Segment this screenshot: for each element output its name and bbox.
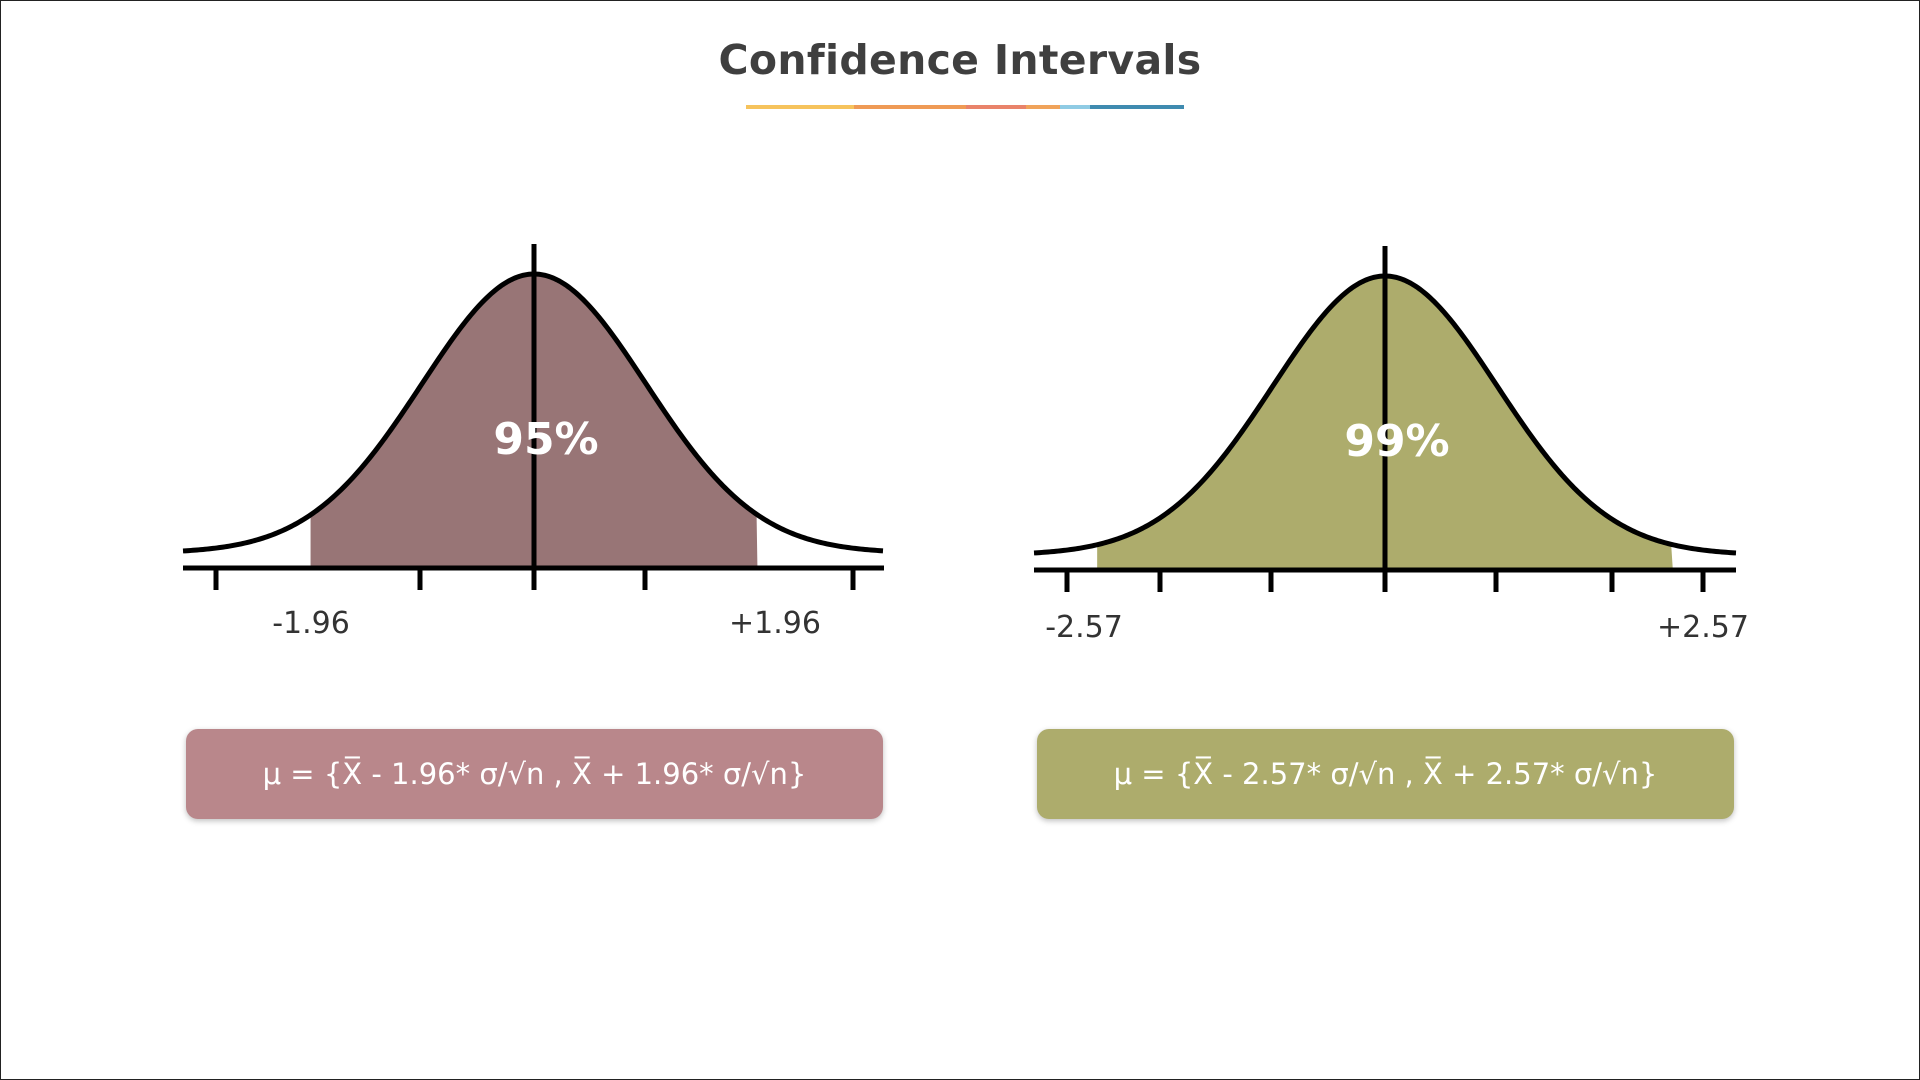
title-underline [746, 105, 1184, 109]
percent-label-95: 95% [493, 414, 598, 465]
upper-critical-label-left: +1.96 [729, 606, 821, 641]
formula-box-99: μ = {X̅ - 2.57* σ/√n , X̅ + 2.57* σ/√n} [1037, 729, 1734, 819]
underline-segment [854, 105, 966, 109]
percent-label-99: 99% [1344, 416, 1449, 467]
formula-text-95: μ = {X̅ - 1.96* σ/√n , X̅ + 1.96* σ/√n} [262, 757, 807, 791]
lower-critical-label-right: -2.57 [1045, 610, 1123, 645]
underline-segment [1060, 105, 1090, 109]
underline-segment [966, 105, 1026, 109]
diagram-99-percent: 99% -2.57 +2.57 [1033, 246, 1749, 645]
slide-title: Confidence Intervals [718, 36, 1202, 84]
formula-text-99: μ = {X̅ - 2.57* σ/√n , X̅ + 2.57* σ/√n} [1113, 757, 1658, 791]
formula-box-95: μ = {X̅ - 1.96* σ/√n , X̅ + 1.96* σ/√n} [186, 729, 883, 819]
lower-critical-label-left: -1.96 [272, 606, 350, 641]
diagram-95-percent: 95% -1.96 +1.96 [182, 244, 884, 641]
underline-segment [1090, 105, 1184, 109]
underline-segment [746, 105, 854, 109]
underline-segment [1026, 105, 1060, 109]
upper-critical-label-right: +2.57 [1657, 610, 1749, 645]
axis-left [183, 244, 884, 590]
axis-right [1034, 246, 1736, 592]
